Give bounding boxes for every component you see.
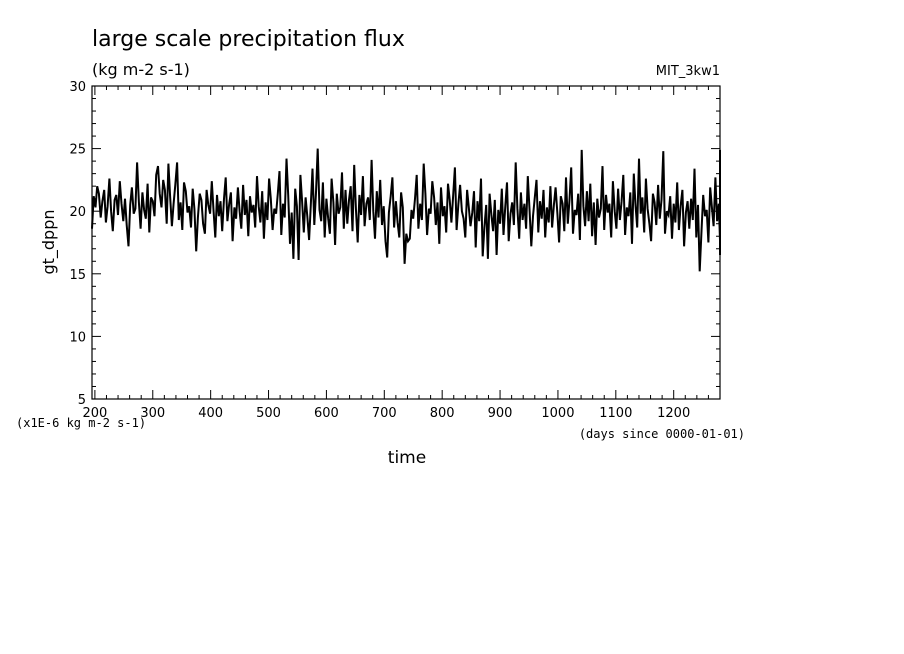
y-tick-label: 20 xyxy=(69,205,86,220)
x-tick-label: 1200 xyxy=(657,406,690,421)
y-tick-label: 30 xyxy=(69,80,86,95)
y-scale-note: (x1E-6 kg m-2 s-1) xyxy=(16,416,146,430)
y-axis-label: gt_dppn xyxy=(39,209,59,274)
x-tick-label: 900 xyxy=(488,406,513,421)
x-tick-label: 400 xyxy=(198,406,223,421)
y-tick-label: 5 xyxy=(78,393,86,408)
x-tick-label: 1100 xyxy=(599,406,632,421)
dataset-label: MIT_3kw1 xyxy=(656,64,720,79)
chart-units: (kg m-2 s-1) xyxy=(92,60,190,79)
x-tick-label: 500 xyxy=(256,406,281,421)
x-tick-label: 300 xyxy=(140,406,165,421)
x-tick-label: 600 xyxy=(314,406,339,421)
series-line xyxy=(91,148,721,272)
plot-frame xyxy=(91,85,721,400)
chart-title: large scale precipitation flux xyxy=(92,27,405,52)
y-tick-label: 15 xyxy=(69,268,86,283)
x-tick-label: 700 xyxy=(372,406,397,421)
x-tick-label: 800 xyxy=(430,406,455,421)
y-axis: 5 10 15 20 25 30 xyxy=(69,80,720,408)
x-tick-label: 1000 xyxy=(541,406,574,421)
x-axis: 200 300 400 500 600 700 800 900 1000 1100 1200 xyxy=(82,86,721,421)
x-units-note: (days since 0000-01-01) xyxy=(579,427,745,441)
x-tick-label: 200 xyxy=(82,406,107,421)
x-axis-label: time xyxy=(388,448,426,468)
y-tick-label: 10 xyxy=(69,330,86,345)
y-tick-label: 25 xyxy=(69,143,86,158)
